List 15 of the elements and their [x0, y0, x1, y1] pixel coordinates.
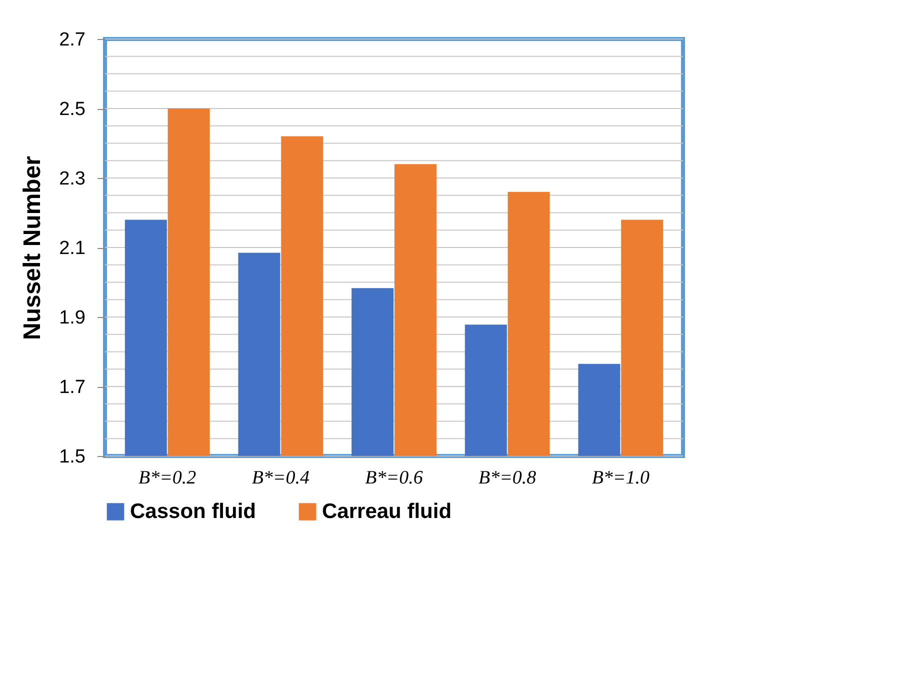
- legend-label: Carreau fluid: [322, 500, 452, 523]
- y-tick-label: 2.3: [59, 168, 86, 190]
- x-tick-label: B*=1.0: [592, 468, 650, 488]
- y-tick-label: 2.1: [59, 238, 86, 259]
- x-tick-label: B*=0.4: [252, 468, 310, 488]
- y-tick-label: 1.9: [59, 308, 86, 328]
- x-tick-label: B*=0.8: [478, 468, 537, 488]
- y-axis-title: Nusselt Number: [19, 156, 46, 340]
- x-tick-label: B*=0.2: [138, 468, 197, 488]
- y-tick-label: 1.7: [59, 377, 86, 398]
- y-tick-label: 2.7: [59, 30, 86, 50]
- legend-label: Casson fluid: [130, 500, 256, 523]
- y-tick-label: 2.5: [59, 99, 86, 120]
- y-tick-label: 1.5: [59, 446, 86, 468]
- x-tick-label: B*=0.6: [365, 468, 424, 488]
